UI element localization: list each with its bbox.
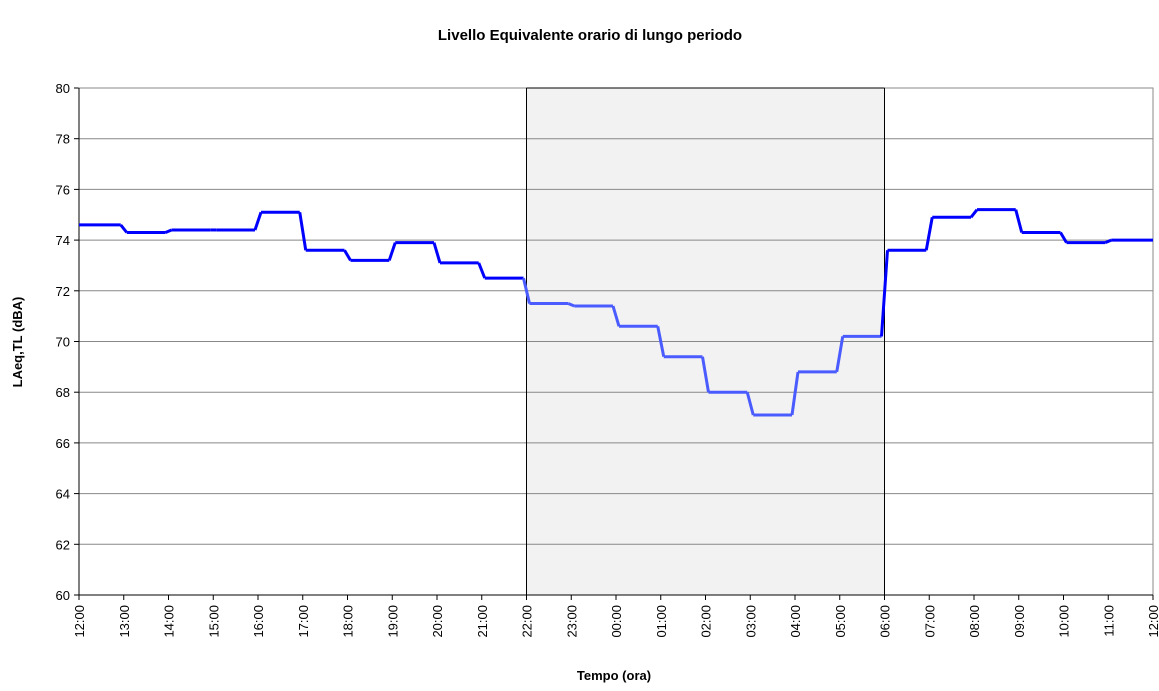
step-riser (969, 208, 979, 219)
x-tick-label: 14:00 (162, 605, 177, 638)
x-tick-label: 22:00 (520, 605, 535, 638)
step-riser (567, 302, 575, 308)
x-tick-label: 05:00 (833, 605, 848, 638)
y-axis-title: LAeq,TL (dBA) (10, 297, 25, 388)
step-riser (164, 228, 173, 234)
x-tick-label: 21:00 (475, 605, 490, 638)
y-tick-label: 70 (56, 335, 70, 350)
x-tick-label: 17:00 (296, 605, 311, 638)
x-tick-label: 03:00 (743, 605, 758, 638)
y-tick-label: 66 (56, 436, 70, 451)
x-tick-label: 07:00 (922, 605, 937, 638)
x-tick-label: 09:00 (1012, 605, 1027, 638)
step-riser (1014, 209, 1024, 233)
y-tick-label: 60 (56, 588, 70, 603)
step-riser (298, 211, 308, 251)
step-riser (432, 242, 442, 264)
y-tick-label: 80 (56, 81, 70, 96)
x-tick-label: 08:00 (967, 605, 982, 638)
y-tick-label: 68 (56, 385, 70, 400)
step-riser (611, 305, 621, 327)
chart-title: Livello Equivalente orario di lungo peri… (438, 27, 742, 44)
step-riser (701, 356, 710, 393)
x-axis-title: Tempo (ora) (577, 668, 651, 683)
x-tick-label: 19:00 (385, 605, 400, 638)
step-riser (790, 371, 800, 416)
x-tick-label: 13:00 (117, 605, 132, 638)
x-tick-label: 06:00 (878, 605, 893, 638)
y-tick-label: 62 (56, 537, 70, 552)
step-riser (343, 249, 352, 262)
step-riser (745, 391, 755, 416)
step-riser (656, 325, 666, 358)
step-riser (253, 211, 263, 231)
step-riser (924, 217, 934, 251)
x-tick-label: 10:00 (1057, 605, 1072, 638)
x-tick-label: 12:00 (1146, 605, 1159, 638)
y-tick-label: 64 (56, 487, 70, 502)
step-riser (1104, 238, 1112, 245)
step-riser (835, 336, 845, 373)
x-tick-label: 01:00 (654, 605, 669, 638)
y-tick-label: 76 (56, 182, 70, 197)
x-tick-label: 15:00 (206, 605, 221, 638)
x-tick-label: 20:00 (430, 605, 445, 638)
step-riser (1059, 231, 1068, 244)
y-tick-label: 74 (56, 233, 70, 248)
x-tick-label: 16:00 (251, 605, 266, 638)
step-riser (522, 277, 531, 304)
x-tick-label: 00:00 (609, 605, 624, 638)
x-tick-label: 18:00 (341, 605, 356, 638)
x-tick-label: 11:00 (1101, 605, 1116, 637)
x-tick-label: 04:00 (788, 605, 803, 638)
step-riser (477, 262, 487, 279)
step-riser (387, 242, 397, 261)
x-tick-label: 12:00 (72, 605, 87, 638)
x-tick-label: 02:00 (699, 605, 714, 638)
step-riser (119, 223, 128, 234)
y-tick-label: 72 (56, 284, 70, 299)
x-tick-label: 23:00 (564, 605, 579, 638)
y-tick-label: 78 (56, 132, 70, 147)
step-riser (880, 250, 889, 337)
